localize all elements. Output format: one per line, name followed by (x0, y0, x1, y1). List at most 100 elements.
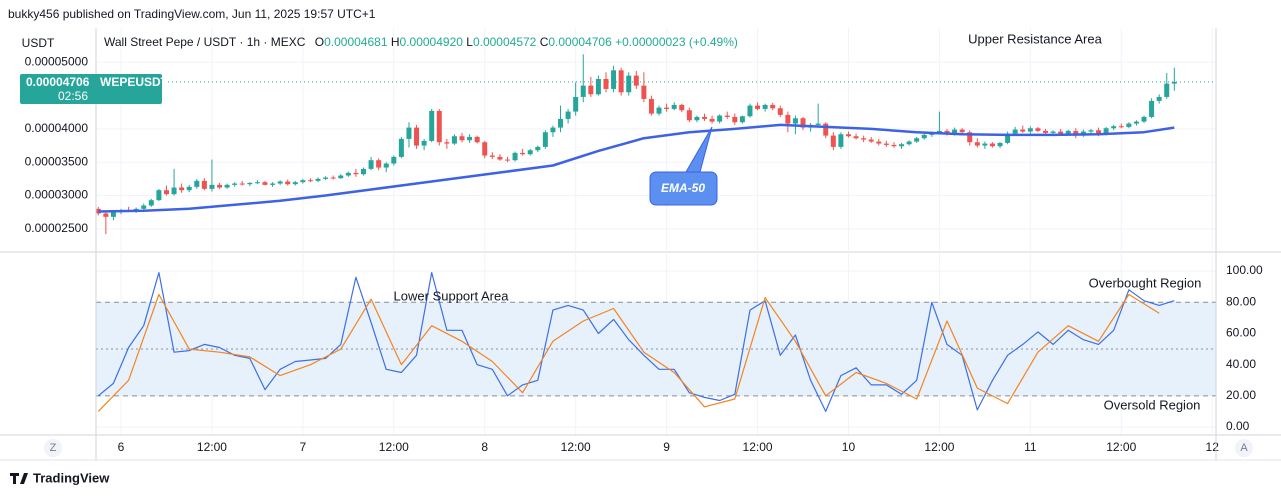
candle-body (247, 182, 253, 185)
candle-body (527, 150, 533, 155)
candle-body (285, 181, 291, 185)
candle-body (1133, 121, 1139, 124)
currency-label[interactable]: USDT (22, 36, 55, 50)
candle-body (732, 116, 738, 123)
candle-body (952, 129, 958, 134)
candle-body (989, 143, 995, 147)
candle-body (755, 105, 761, 109)
candle-body (717, 115, 723, 122)
logo-icon (10, 473, 28, 484)
price-tag: 0.00004706 WEPEUSDT 02:56 (20, 74, 169, 104)
candle-body (504, 159, 510, 161)
candle-body (633, 75, 639, 86)
candle-body (709, 118, 715, 122)
x-tick-label: 12:00 (197, 440, 227, 454)
candle-body (156, 190, 162, 201)
candle-body (482, 142, 488, 156)
candle-body (1065, 130, 1071, 134)
candle-body (573, 96, 579, 112)
y-tick-label: 80.00 (1226, 294, 1256, 308)
logo-text: TradingView (33, 470, 110, 485)
candle-body (899, 144, 905, 147)
back-layer: 0.00002500 0.00003000 0.00003500 0.00004000… (25, 28, 1263, 454)
candle-body (626, 75, 632, 93)
candle-body (815, 123, 821, 125)
candle-body (95, 208, 101, 214)
price-tag-countdown: 02:56 (58, 89, 88, 103)
candle-body (1005, 133, 1011, 143)
candle-body (1073, 130, 1079, 136)
candle-body (429, 110, 435, 141)
candle-body (838, 134, 844, 147)
scale-button[interactable]: Z (50, 442, 57, 454)
button-bg[interactable] (1235, 439, 1253, 457)
candle-body (641, 85, 647, 99)
publisher: bukky456 published on TradingView.com, J… (8, 7, 376, 21)
candle-body (1012, 129, 1018, 134)
x-tick-label: 12:00 (379, 440, 409, 454)
candle-body (997, 142, 1003, 147)
candle-body (270, 183, 276, 185)
candle-body (376, 160, 382, 168)
candle-body (1096, 130, 1102, 135)
ema-line (98, 123, 1175, 213)
candle-body (1058, 131, 1064, 134)
candle-body (1088, 130, 1094, 132)
candle-body (1042, 130, 1048, 133)
candle-body (792, 118, 798, 124)
candle-body (110, 211, 116, 217)
candle-body (224, 184, 230, 188)
candle-body (861, 138, 867, 140)
price-tag-box (20, 74, 162, 104)
legend-key: H (390, 35, 400, 49)
oscillator-line (97, 293, 1160, 412)
candle-body (103, 213, 109, 217)
candle-body (656, 107, 662, 114)
candle-body (338, 175, 344, 179)
candle-body (406, 127, 412, 139)
y-tick-label: 0.00003500 (25, 154, 89, 168)
candle-body (694, 116, 700, 121)
candle-body (611, 70, 617, 89)
candle-body (1050, 131, 1056, 133)
candle-body (777, 108, 783, 115)
oscillator-line (97, 272, 1175, 412)
candle-body (1020, 129, 1026, 132)
candle-body (588, 85, 594, 95)
x-tick-label: 12:00 (924, 440, 954, 454)
candle-body (921, 134, 927, 139)
y-tick-label: 0.00 (1226, 419, 1250, 433)
candle-body (497, 156, 503, 160)
candle-body (307, 180, 313, 182)
button-bg[interactable] (44, 439, 62, 457)
candle-body (1126, 123, 1132, 127)
legend-value: 0.00004681 (324, 35, 388, 49)
candle-body (186, 186, 192, 191)
callout-text: EMA-50 (661, 181, 705, 195)
candle-body (1035, 128, 1041, 131)
candle-body (686, 110, 692, 121)
candle-body (520, 152, 526, 155)
candle-body (201, 180, 207, 189)
candle-body (1141, 116, 1147, 122)
scale-button[interactable]: A (1240, 442, 1248, 454)
candle-body (785, 114, 791, 124)
y-tick-label: 0.00003000 (25, 188, 89, 202)
candle-body (535, 146, 541, 151)
callout-box (649, 171, 718, 206)
candle-body (853, 136, 859, 139)
candle-body (671, 104, 677, 109)
candle-body (595, 78, 601, 95)
candle-body (944, 130, 950, 134)
candle-body (421, 140, 427, 146)
y-tick-label: 0.00004000 (25, 121, 89, 135)
candle-body (967, 132, 973, 143)
candle-body (414, 127, 420, 146)
candle-body (701, 116, 707, 119)
candle-body (982, 143, 988, 146)
candle-body (648, 98, 654, 114)
candle-body (1149, 100, 1155, 117)
legend-change: +0.00000023 (+0.49%) (615, 35, 738, 49)
